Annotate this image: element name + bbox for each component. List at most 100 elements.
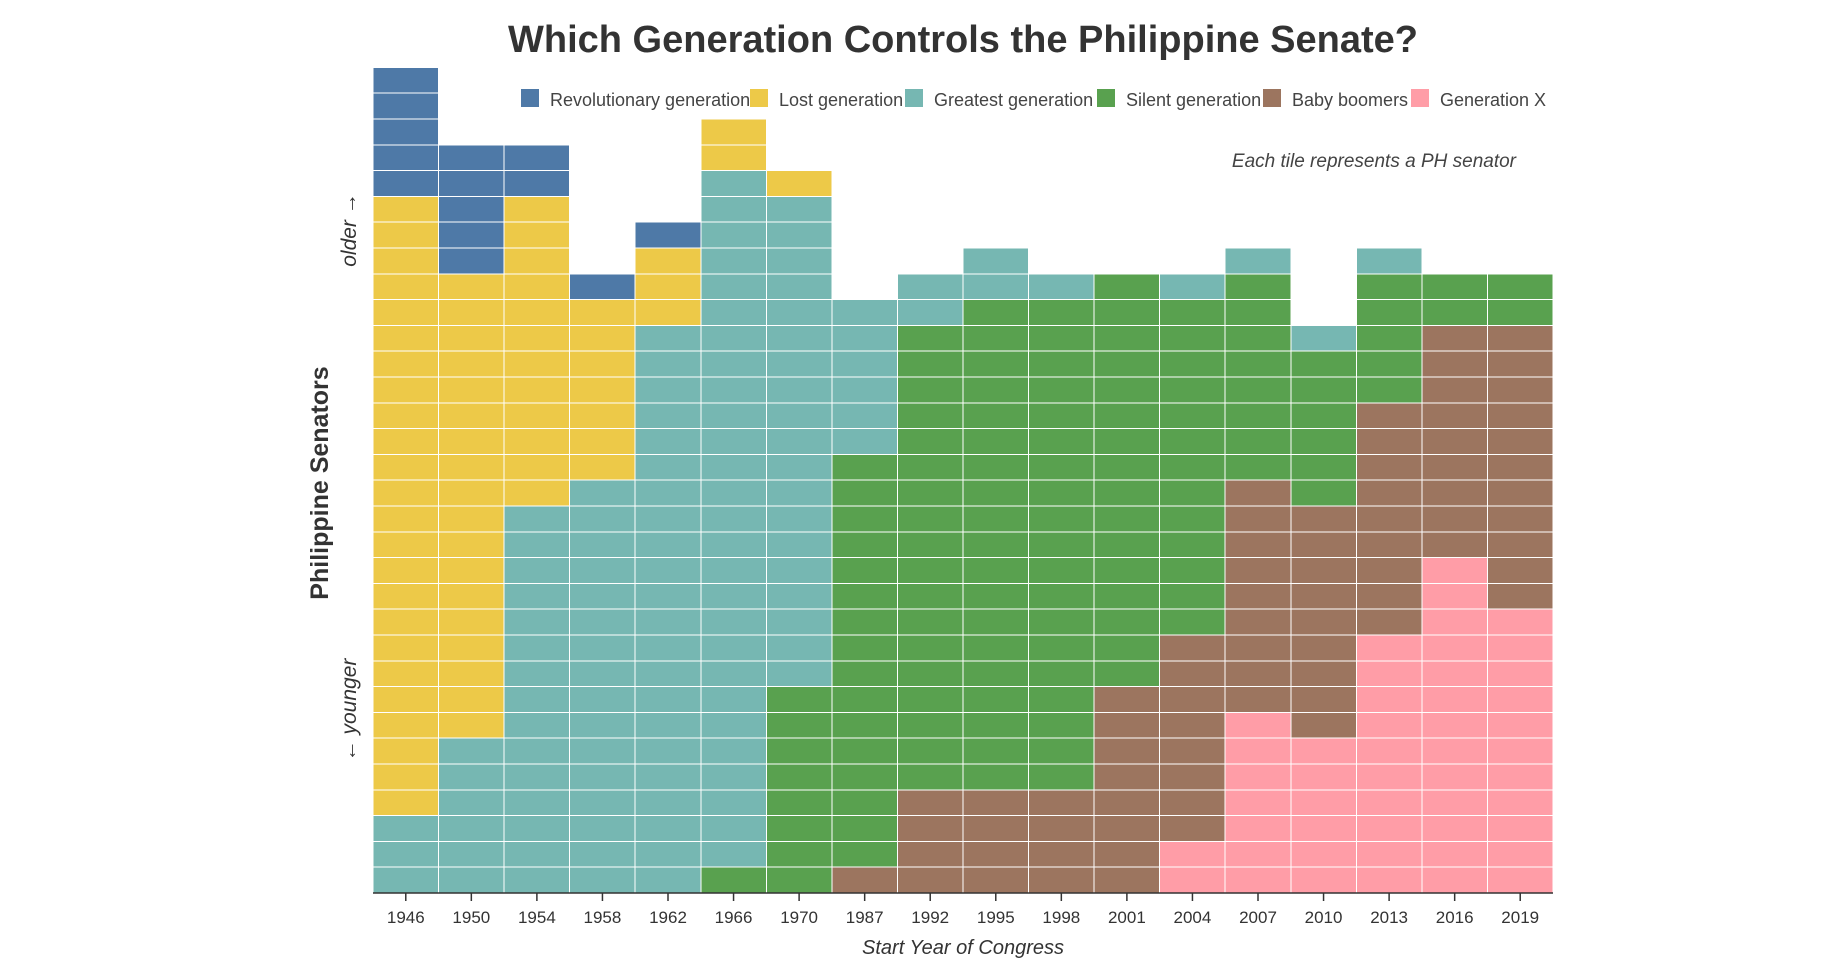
tile [1093,582,1161,610]
tile [569,737,636,765]
tile [962,737,1030,765]
tile [569,453,636,481]
tile [700,737,767,765]
tile [1224,247,1292,275]
tile [700,144,767,172]
tile [700,479,767,507]
tile [1486,557,1554,584]
tile [765,840,833,868]
tile [1486,376,1554,404]
x-tick-label: 1970 [780,908,818,927]
tile [503,195,571,223]
tile [438,840,505,868]
tile [1486,711,1554,739]
tile [1421,737,1488,765]
tile [765,324,833,352]
tile [1028,350,1095,378]
x-tick-label: 2001 [1108,908,1146,927]
tile [962,763,1030,791]
tile [372,686,440,713]
tile [1224,376,1292,404]
tile [896,686,964,713]
x-tick-label: 2019 [1501,908,1539,927]
tile [765,557,833,584]
tile [503,582,571,610]
tile [503,608,571,636]
tile [962,866,1030,894]
tile [634,376,702,404]
tile [1093,660,1161,688]
tile [1159,531,1226,559]
tile [634,505,702,533]
tile [896,608,964,636]
tile [438,299,505,326]
tile [962,686,1030,713]
tile [1421,479,1488,507]
tile [1224,686,1292,713]
tile [1421,273,1488,301]
tile [569,479,636,507]
tile [1421,350,1488,378]
tile [831,402,898,430]
tile [634,582,702,610]
tile [438,686,505,713]
tile [372,247,440,275]
tile [372,324,440,352]
tile [765,221,833,249]
tile [700,608,767,636]
tile [1093,634,1161,662]
tile [1421,686,1488,713]
tile [1486,866,1554,894]
tile [1028,324,1095,352]
tile [438,531,505,559]
tile [1355,711,1423,739]
x-tick-label: 1950 [452,908,490,927]
tile [896,428,964,455]
tile [896,711,964,739]
tile [1159,324,1226,352]
tile [1159,453,1226,481]
tile [765,170,833,197]
tile [1159,402,1226,430]
tile [1224,402,1292,430]
tile [1421,789,1488,817]
tile [1421,531,1488,559]
tile [634,711,702,739]
tile [700,815,767,842]
tile [1028,866,1095,894]
tile [1028,737,1095,765]
tile [1028,402,1095,430]
legend-swatch [905,89,923,107]
tile [372,118,440,146]
tile [1093,479,1161,507]
tile [700,428,767,455]
tile [372,789,440,817]
tile [569,866,636,894]
tile [503,505,571,533]
tile [1486,453,1554,481]
tile [503,221,571,249]
tile [1159,557,1226,584]
tile [503,273,571,301]
tile [503,479,571,507]
tile [1093,505,1161,533]
tile [569,402,636,430]
tile [1093,428,1161,455]
tile [1290,376,1357,404]
chart-title: Which Generation Controls the Philippine… [508,19,1418,61]
tile [962,634,1030,662]
tile [1355,324,1423,352]
tile [962,505,1030,533]
tile [1159,711,1226,739]
tile [1159,866,1226,894]
tile [765,763,833,791]
tile [1028,763,1095,791]
tile [962,273,1030,301]
x-tick-label: 2013 [1370,908,1408,927]
tile [1486,608,1554,636]
tile [1290,531,1357,559]
tile [962,402,1030,430]
tile [1355,531,1423,559]
tile [503,815,571,842]
legend-label: Silent generation [1126,90,1261,110]
